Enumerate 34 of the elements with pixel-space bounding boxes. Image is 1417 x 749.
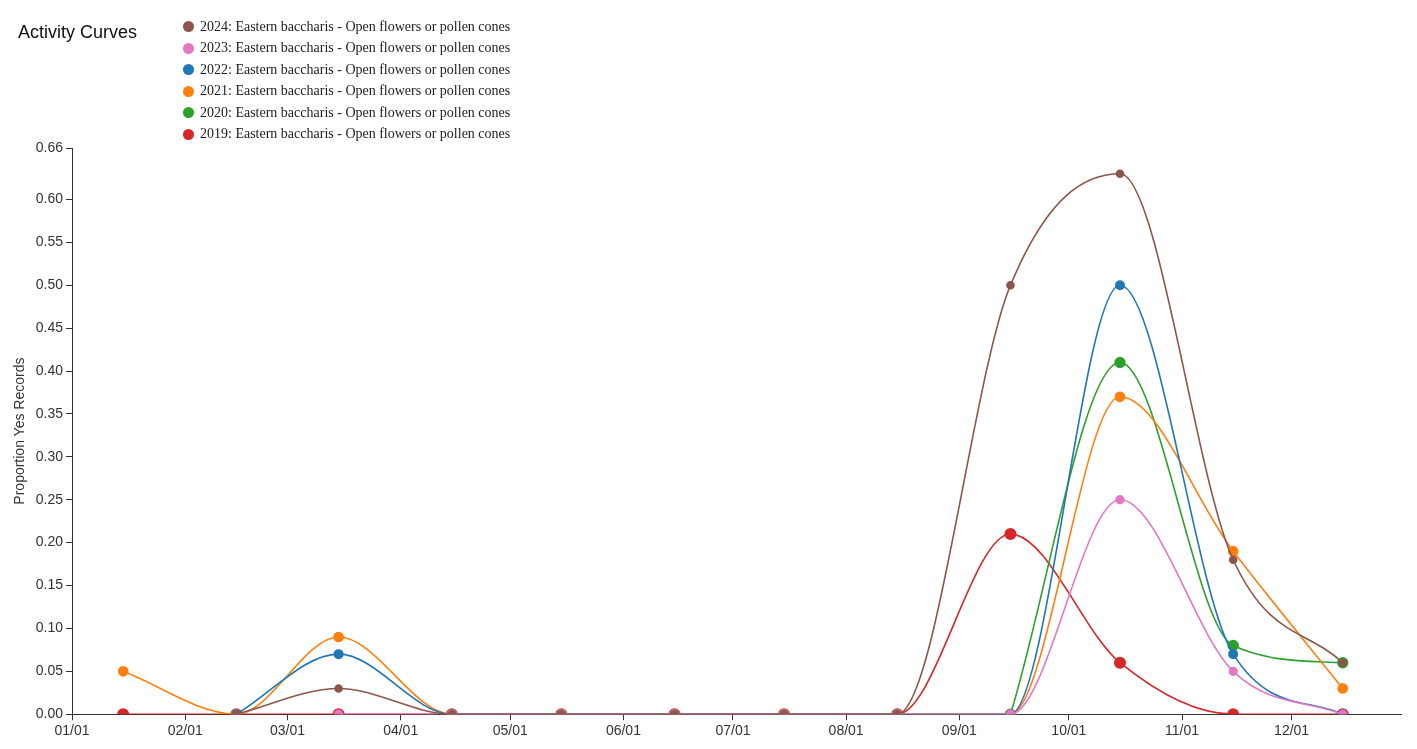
- x-tick-label: 06/01: [605, 722, 642, 739]
- y-tick-label: 0.66: [35, 138, 64, 155]
- legend-label: 2022: Eastern baccharis - Open flowers or pollen cones: [200, 61, 511, 78]
- legend-label: 2020: Eastern baccharis - Open flowers or pollen cones: [200, 104, 511, 121]
- y-tick-label: 0.45: [35, 319, 64, 336]
- y-tick-label: 0.05: [35, 662, 64, 679]
- y-tick-label: 0.10: [35, 619, 64, 636]
- y-tick-label: 0.40: [35, 361, 64, 378]
- y-tick-label: 0.50: [35, 276, 64, 293]
- y-axis-title: Proportion Yes Records: [11, 357, 28, 505]
- x-tick-label: 08/01: [828, 722, 864, 739]
- y-tick-label: 0.35: [35, 404, 64, 421]
- legend-label: 2019: Eastern baccharis - Open flowers or pollen cones: [200, 126, 511, 143]
- y-tick-label: 0.15: [35, 576, 64, 593]
- x-tick-label: 01/01: [54, 722, 90, 739]
- x-tick-label: 05/01: [492, 722, 528, 739]
- y-tick-label: 0.00: [35, 705, 64, 722]
- x-tick-label: 03/01: [269, 722, 306, 739]
- legend-label: 2021: Eastern baccharis - Open flowers or pollen cones: [200, 83, 511, 100]
- y-tick-label: 0.30: [35, 447, 64, 464]
- x-tick-label: 10/01: [1051, 722, 1087, 739]
- x-tick-label: 12/01: [1274, 722, 1310, 739]
- x-tick-label: 11/01: [1165, 722, 1200, 739]
- x-tick-label: 09/01: [941, 722, 978, 739]
- y-tick-label: 0.20: [35, 533, 64, 550]
- y-tick-label: 0.60: [35, 190, 64, 207]
- y-tick-label: 0.25: [35, 490, 64, 507]
- chart-title: Activity Curves: [18, 22, 138, 43]
- legend-label: 2024: Eastern baccharis - Open flowers or pollen cones: [200, 18, 511, 35]
- x-tick-label: 02/01: [167, 722, 203, 739]
- y-tick-label: 0.55: [35, 233, 64, 250]
- x-tick-label: 04/01: [383, 722, 419, 739]
- x-tick-label: 07/01: [715, 722, 751, 739]
- legend-label: 2023: Eastern baccharis - Open flowers or pollen cones: [200, 40, 511, 57]
